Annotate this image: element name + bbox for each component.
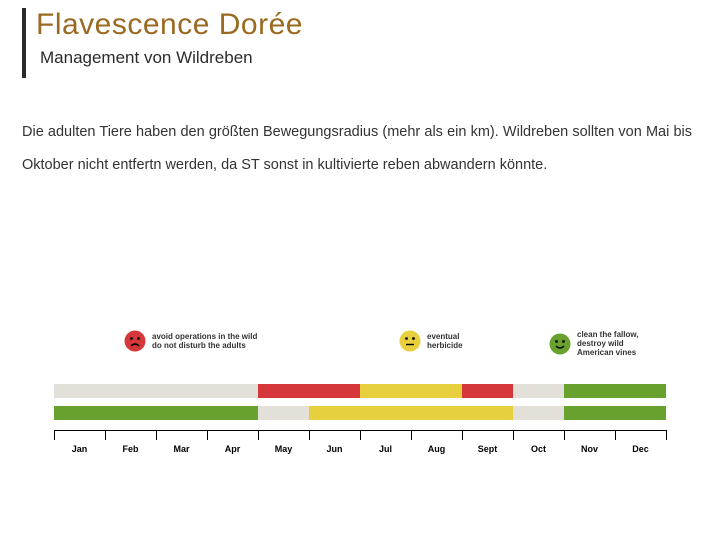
month-label: Mar (173, 444, 189, 454)
page-subtitle: Management von Wildreben (40, 48, 720, 68)
timeline-chart: avoid operations in the wilddo not distu… (54, 330, 666, 480)
face-icon (549, 333, 571, 355)
month-label: Sept (478, 444, 498, 454)
face-icon (124, 330, 146, 352)
chart-axis: Jan Feb Mar Apr May Jun Jul Aug Sept Oct Nov Dec (54, 430, 666, 464)
axis-tick (54, 430, 55, 440)
axis-tick (513, 430, 514, 440)
month-label: Aug (428, 444, 446, 454)
month-label: Dec (632, 444, 649, 454)
axis-tick (156, 430, 157, 440)
month-label: Jul (379, 444, 392, 454)
body-paragraph: Die adulten Tiere haben den größten Bewe… (0, 68, 720, 183)
bar-segment (309, 406, 513, 420)
axis-tick (462, 430, 463, 440)
axis-tick (309, 430, 310, 440)
header-block: Flavescence Dorée Management von Wildreb… (0, 0, 720, 68)
month-label: May (275, 444, 293, 454)
axis-tick (258, 430, 259, 440)
bar-segment (564, 406, 666, 420)
month-label: Oct (531, 444, 546, 454)
legend-item-0: avoid operations in the wilddo not distu… (124, 330, 257, 352)
legend-item-2: clean the fallow,destroy wildAmerican vi… (549, 330, 639, 358)
axis-tick (360, 430, 361, 440)
month-label: Jun (326, 444, 342, 454)
month-label: Jan (72, 444, 88, 454)
legend-text: clean the fallow,destroy wildAmerican vi… (577, 330, 639, 358)
axis-tick (411, 430, 412, 440)
bar-top (54, 384, 666, 398)
month-label: Apr (225, 444, 241, 454)
bar-segment (54, 406, 258, 420)
axis-tick (666, 430, 667, 440)
header-accent-bar (22, 8, 26, 78)
bar-bottom (54, 406, 666, 420)
chart-bars (54, 384, 666, 420)
page-title: Flavescence Dorée (36, 8, 720, 42)
month-label: Feb (122, 444, 138, 454)
legend-text: avoid operations in the wilddo not distu… (152, 332, 257, 350)
month-label: Nov (581, 444, 598, 454)
bar-segment (564, 384, 666, 398)
face-icon (399, 330, 421, 352)
axis-tick (564, 430, 565, 440)
legend-item-1: eventualherbicide (399, 330, 463, 352)
axis-tick (207, 430, 208, 440)
bar-segment (360, 384, 462, 398)
axis-tick (105, 430, 106, 440)
chart-legend: avoid operations in the wilddo not distu… (54, 330, 666, 372)
legend-text: eventualherbicide (427, 332, 463, 350)
axis-tick (615, 430, 616, 440)
